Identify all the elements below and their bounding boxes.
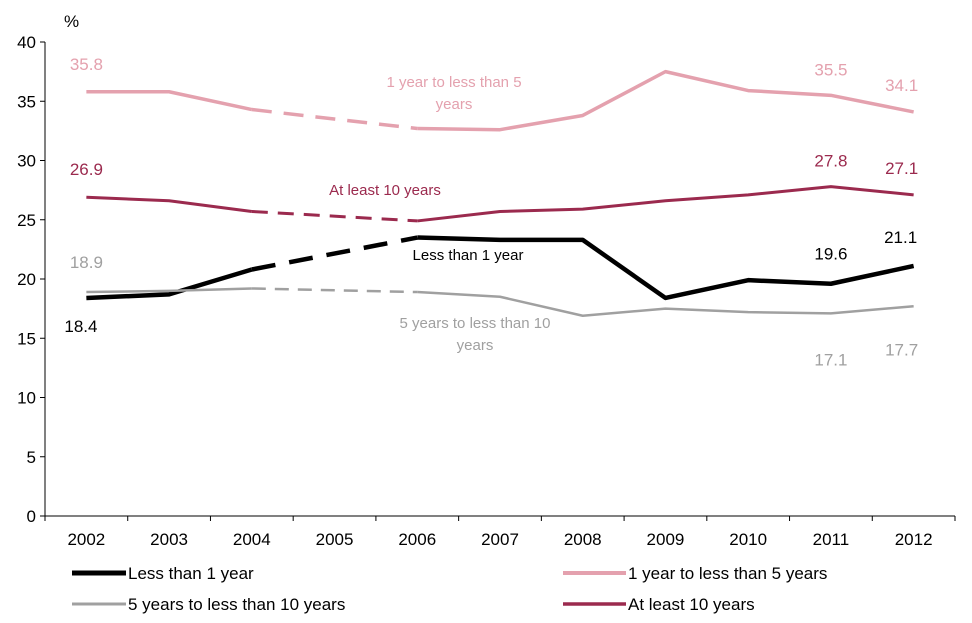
series-line-dashed — [251, 287, 418, 294]
y-tick-label: 35 — [17, 92, 36, 111]
y-tick-label: 15 — [17, 329, 36, 348]
legend-item: 5 years to less than 10 years — [72, 595, 345, 614]
series-line-solid — [86, 195, 253, 213]
legend-item: 1 year to less than 5 years — [563, 564, 827, 583]
y-tick-label: 10 — [17, 389, 36, 408]
data-label: 34.1 — [885, 76, 918, 95]
series-line-dashed — [251, 235, 418, 272]
x-tick-label: 2011 — [813, 530, 850, 549]
series-line-solid — [86, 287, 252, 294]
series-line-solid — [417, 185, 914, 223]
data-label: 26.9 — [70, 160, 103, 179]
x-tick-label: 2003 — [150, 530, 188, 549]
legend-label: Less than 1 year — [128, 564, 254, 583]
legend-label: 1 year to less than 5 years — [628, 564, 827, 583]
x-tick-label: 2007 — [481, 530, 519, 549]
series-0 — [86, 235, 915, 301]
y-tick-label: 0 — [27, 507, 36, 526]
x-tick-label: 2010 — [729, 530, 767, 549]
x-tick-label: 2009 — [647, 530, 685, 549]
legend-label: 5 years to less than 10 years — [128, 595, 345, 614]
series-line-solid — [86, 90, 253, 112]
y-axis-label: % — [64, 12, 79, 31]
data-label: 18.9 — [70, 253, 103, 272]
y-tick-label: 25 — [17, 211, 36, 230]
series-inline-label: years — [436, 96, 473, 113]
x-tick-label: 2004 — [233, 530, 271, 549]
series-line-solid — [417, 235, 915, 301]
data-label: 35.5 — [814, 60, 847, 79]
series-line-solid — [417, 290, 914, 317]
y-tick-label: 5 — [27, 448, 36, 467]
x-tick-label: 2008 — [564, 530, 602, 549]
series-layer — [86, 69, 915, 317]
series-line-dashed — [251, 107, 418, 131]
labels-layer: 18.4 19.6 21.1 35.8 35.5 34.1 18.9 17.1 17.7 26.9… — [64, 55, 918, 370]
y-tick-label: 40 — [17, 33, 36, 52]
data-label: 27.1 — [885, 159, 918, 178]
data-label: 21.1 — [884, 228, 917, 247]
axes: 0 5 10 15 20 25 30 35 40% 2002 2003 2004 2005 2006 200… — [17, 12, 956, 549]
series-inline-label: years — [457, 337, 494, 354]
x-tick-label: 2012 — [895, 530, 933, 549]
data-label: 19.6 — [814, 245, 847, 264]
legend-label: At least 10 years — [628, 595, 755, 614]
series-line-dashed — [251, 209, 418, 223]
x-tick-label: 2005 — [316, 530, 354, 549]
series-inline-label: 5 years to less than 10 — [400, 315, 551, 332]
data-label: 27.8 — [814, 152, 847, 171]
legend-item: At least 10 years — [563, 595, 755, 614]
series-1 — [86, 69, 914, 132]
series-3 — [86, 185, 914, 223]
y-tick-label: 20 — [17, 270, 36, 289]
data-label: 17.1 — [814, 350, 847, 369]
series-inline-label: 1 year to less than 5 — [386, 74, 521, 91]
data-label: 35.8 — [70, 55, 103, 74]
legend: Less than 1 year 1 year to less than 5 ye… — [72, 564, 827, 614]
series-inline-label: Less than 1 year — [413, 247, 524, 264]
series-2 — [86, 287, 914, 317]
series-line-solid — [86, 267, 253, 301]
series-inline-label: At least 10 years — [329, 182, 441, 199]
series-line-solid — [417, 69, 914, 132]
data-label: 18.4 — [64, 317, 97, 336]
y-tick-label: 30 — [17, 152, 36, 171]
data-label: 17.7 — [885, 340, 918, 359]
x-tick-label: 2002 — [67, 530, 105, 549]
legend-item: Less than 1 year — [72, 564, 254, 583]
x-tick-label: 2006 — [398, 530, 436, 549]
